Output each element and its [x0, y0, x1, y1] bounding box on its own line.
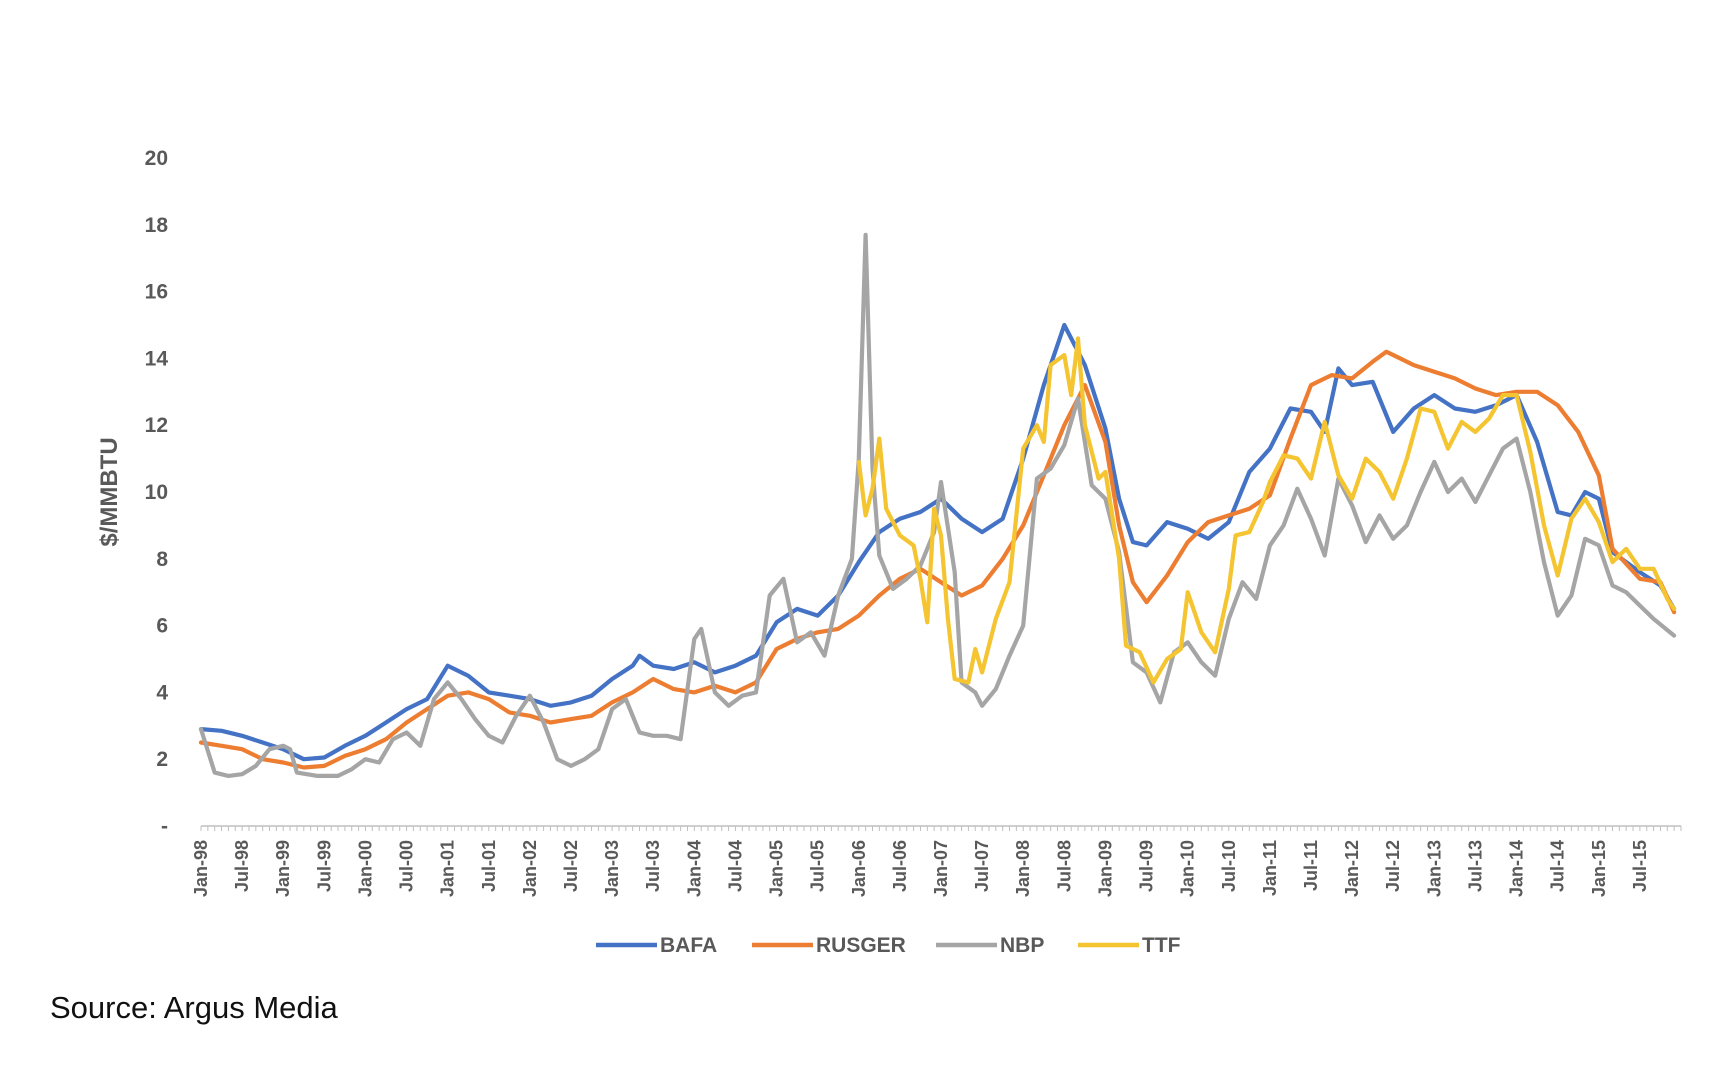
y-tick-label: 14 — [145, 347, 169, 370]
series-line-ttf — [856, 336, 1677, 685]
x-tick-label: Jan-08 — [1013, 840, 1033, 897]
x-tick-label: Jan-00 — [355, 840, 375, 897]
x-tick-label: Jan-06 — [849, 840, 869, 897]
x-tick-label: Jul-01 — [479, 840, 499, 892]
y-tick-label: 20 — [145, 147, 168, 170]
x-tick-label: Jul-12 — [1383, 840, 1403, 892]
source-note: Source: Argus Media — [50, 990, 338, 1025]
series-line-rusger — [198, 349, 1677, 770]
x-tick-label: Jan-13 — [1424, 840, 1444, 897]
x-tick-label: Jul-00 — [397, 840, 417, 892]
y-tick-label: 18 — [145, 214, 169, 237]
y-tick-label: 8 — [156, 548, 168, 571]
x-tick-label: Jul-07 — [972, 840, 992, 892]
y-tick-label: 4 — [156, 681, 168, 704]
x-tick-label: Jan-03 — [602, 840, 622, 897]
x-tick-label: Jul-98 — [232, 840, 252, 892]
x-tick-label: Jul-04 — [725, 840, 745, 892]
x-tick-label: Jul-11 — [1301, 840, 1321, 891]
x-tick-label: Jan-05 — [767, 840, 787, 897]
y-tick-label: - — [161, 815, 168, 838]
x-tick-label: Jan-07 — [931, 840, 951, 897]
x-tick-label: Jul-13 — [1465, 840, 1485, 892]
x-tick-label: Jul-14 — [1548, 840, 1568, 892]
x-tick-label: Jan-09 — [1095, 840, 1115, 897]
y-tick-label: 16 — [145, 281, 168, 304]
x-tick-label: Jan-04 — [684, 840, 704, 897]
x-tick-label: Jul-02 — [561, 840, 581, 892]
x-tick-label: Jul-10 — [1219, 840, 1239, 892]
x-tick-label: Jul-09 — [1137, 840, 1157, 892]
series-lines — [198, 232, 1677, 778]
legend: BAFA RUSGER NBP TTF — [596, 934, 1181, 957]
x-tick-label: Jan-10 — [1178, 840, 1198, 897]
x-tick-label: Jul-05 — [808, 840, 828, 892]
x-tick-label: Jan-98 — [191, 840, 211, 897]
x-tick-label: Jan-11 — [1260, 840, 1280, 896]
x-tick-label: Jan-12 — [1342, 840, 1362, 897]
y-tick-label: 2 — [156, 748, 168, 771]
x-tick-label: Jan-15 — [1589, 840, 1609, 897]
x-tick-label: Jul-06 — [890, 840, 910, 892]
legend-label-nbp: NBP — [1000, 934, 1044, 957]
y-axis-ticks: - 2 4 6 8 10 12 14 16 18 20 — [145, 147, 169, 838]
x-tick-label: Jan-14 — [1507, 840, 1527, 897]
x-tick-label: Jul-99 — [314, 840, 334, 892]
y-tick-label: 6 — [156, 615, 168, 638]
x-tick-label: Jul-03 — [643, 840, 663, 892]
y-axis-title: $/MMBTU — [96, 437, 123, 546]
series-line-bafa — [198, 322, 1677, 762]
x-tick-label: Jan-02 — [520, 840, 540, 897]
x-tick-label: Jul-08 — [1054, 840, 1074, 892]
x-tick-label: Jan-01 — [438, 840, 458, 897]
legend-label-rusger: RUSGER — [816, 934, 906, 957]
x-tick-label: Jan-99 — [273, 840, 293, 897]
legend-label-ttf: TTF — [1142, 934, 1181, 957]
y-tick-label: 12 — [145, 414, 168, 437]
y-tick-label: 10 — [145, 481, 168, 504]
x-tick-label: Jul-15 — [1630, 840, 1650, 892]
series-line-nbp — [198, 232, 1677, 778]
x-axis: Jan-98 Jul-98 Jan-99 Jul-99 Jan-00 Jul-00 Jan-… — [191, 825, 1682, 897]
legend-label-bafa: BAFA — [660, 934, 717, 957]
